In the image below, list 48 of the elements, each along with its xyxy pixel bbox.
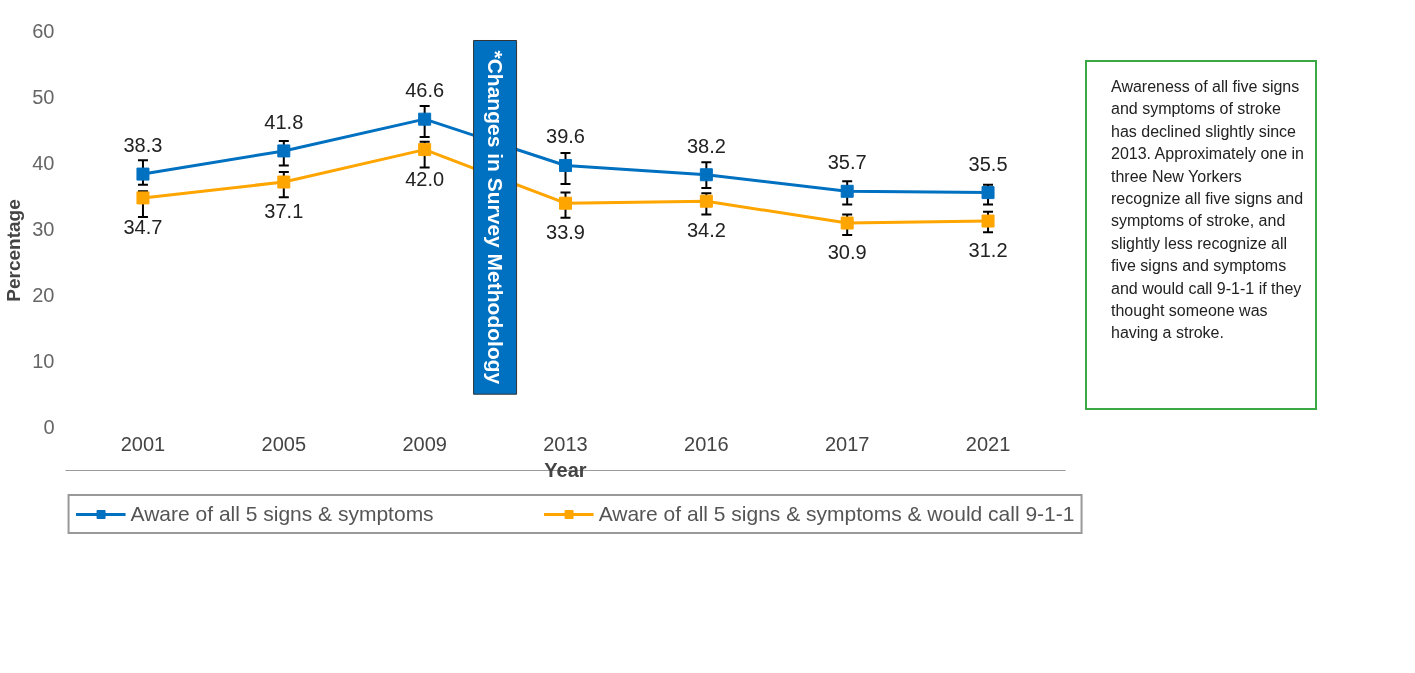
y-tick-label: 50 [32,85,55,108]
y-tick-label: 60 [32,19,55,42]
data-label: 30.9 [827,241,867,264]
x-tick-label: 2001 [120,432,166,455]
y-tick-label: 10 [32,350,55,373]
point [699,168,713,182]
point [418,112,432,126]
data-label: 34.7 [123,215,163,238]
point [840,216,854,230]
x-tick-label: 2021 [965,432,1011,455]
x-tick-label: 2005 [261,432,307,455]
data-label: 38.3 [123,134,163,157]
text: Awareness of all five signs and symptoms of stroke has declined slightly since 2013. Approximately one in three New Yorkers recognize all five signs and symptoms of stroke, and slightly less recognize all five signs and symptoms and would call 9-1-1 if they thought someone was having a stroke. [1111,78,1305,342]
y-tick-label: 20 [32,284,55,307]
data-label: 38.2 [686,134,726,157]
data-label: 33.9 [546,221,585,244]
point [699,194,713,208]
point [136,167,150,181]
data-label: 41.8 [264,110,304,133]
y-tick-label: 40 [32,151,55,174]
annotation: *Changes in Survey Methodology [483,50,507,385]
data-label: 46.6 [405,79,445,102]
point [559,158,572,172]
point [277,175,291,189]
point [559,196,572,210]
x-tick-label: 2009 [402,432,447,455]
data-label: 35.5 [968,152,1008,175]
x-axis-title: Year [544,458,587,481]
point [840,184,854,198]
legend-label: Aware of all 5 signs & symptoms [130,502,434,526]
point [418,143,432,157]
data-label: 37.1 [264,200,304,223]
point [981,214,995,228]
point [136,191,150,205]
data-label: 31.2 [968,239,1008,262]
y-tick-label: 30 [32,218,55,240]
data-label: 39.6 [546,125,585,148]
data-label: 42.0 [405,167,445,190]
point [981,186,995,200]
x-tick-label: 2017 [824,432,870,455]
x-tick-label: 2016 [684,432,729,455]
data-label: 34.2 [686,219,726,242]
data-label: 35.7 [827,151,867,174]
legend-label: Aware of all 5 signs & symptoms & would call 9-1-1 [598,502,1075,526]
y-tick-label: 0 [43,416,55,439]
y-axis-title: Percentage [3,199,25,302]
point [277,144,291,158]
x-tick-label: 2013 [543,432,588,455]
